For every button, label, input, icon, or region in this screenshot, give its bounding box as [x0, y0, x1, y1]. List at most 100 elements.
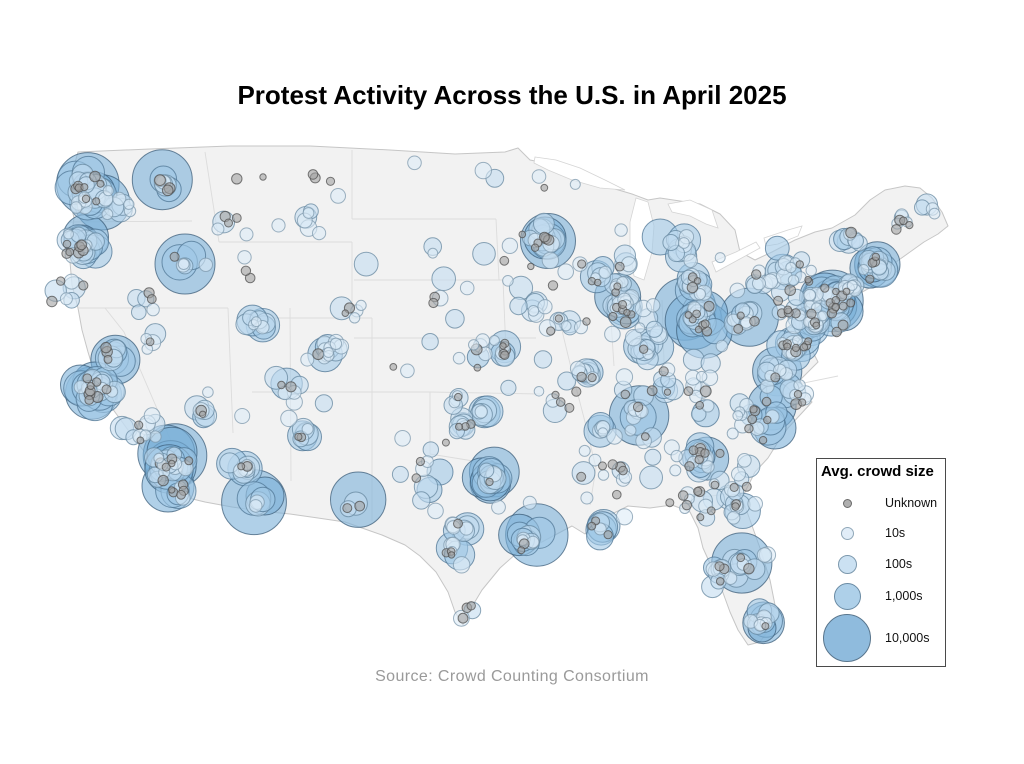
protest-bubble [695, 400, 705, 410]
protest-bubble [706, 506, 716, 516]
protest-bubble [806, 308, 817, 319]
protest-bubble [101, 384, 112, 395]
protest-bubble [539, 231, 550, 243]
legend-label: 100s [885, 557, 913, 571]
protest-bubble [500, 350, 510, 360]
state-border [104, 307, 125, 333]
protest-bubble [557, 263, 575, 281]
protest-bubble [715, 448, 725, 458]
protest-bubble [280, 409, 298, 428]
protest-bubble [699, 385, 712, 398]
protest-bubble [123, 198, 135, 210]
protest-bubble [694, 325, 703, 334]
protest-bubble [353, 251, 379, 277]
protest-bubble [145, 337, 155, 347]
protest-bubble [312, 226, 327, 241]
protest-bubble [312, 348, 325, 361]
protest-bubble [845, 226, 857, 239]
protest-bubble [783, 305, 793, 315]
protest-bubble [500, 379, 517, 396]
protest-bubble [96, 179, 105, 188]
protest-bubble [693, 486, 703, 496]
protest-bubble [354, 500, 366, 512]
protest-bubble [787, 274, 800, 286]
protest-bubble [576, 471, 587, 482]
protest-bubble [658, 366, 669, 377]
protest-bubble [237, 462, 246, 471]
protest-bubble [452, 556, 471, 574]
protest-bubble [329, 337, 343, 350]
protest-bubble [606, 428, 623, 445]
protest-bubble [143, 407, 161, 425]
protest-bubble [453, 518, 463, 529]
protest-bubble [646, 385, 658, 397]
protest-bubble [501, 237, 519, 255]
protest-bubble [726, 313, 740, 327]
protest-bubble [237, 250, 252, 265]
legend-title: Avg. crowd size [821, 463, 934, 480]
protest-bubble [729, 282, 746, 299]
protest-bubble [522, 495, 537, 510]
protest-bubble [307, 169, 319, 180]
protest-bubble [678, 237, 690, 249]
protest-bubble [457, 612, 469, 624]
protest-bubble [614, 261, 625, 272]
protest-bubble [773, 295, 784, 306]
protest-bubble [517, 546, 526, 555]
protest-bubble [729, 482, 739, 492]
protest-bubble [764, 235, 790, 261]
protest-bubble [537, 299, 553, 315]
protest-bubble [620, 389, 631, 400]
protest-bubble [751, 269, 762, 280]
protest-bubble [804, 337, 813, 346]
protest-bubble [770, 372, 781, 383]
protest-bubble [76, 239, 87, 251]
protest-bubble [330, 188, 347, 204]
bubble-layer [44, 149, 941, 645]
protest-bubble [445, 309, 465, 329]
protest-bubble [792, 334, 803, 346]
great-lake [711, 241, 761, 273]
protest-bubble [400, 363, 415, 379]
protest-bubble [795, 260, 804, 269]
protest-bubble [805, 264, 817, 277]
protest-bubble [761, 396, 772, 407]
protest-bubble [700, 319, 710, 329]
protest-bubble [571, 386, 582, 397]
protest-bubble [472, 242, 496, 266]
protest-bubble [793, 390, 803, 399]
legend-circle-100s [837, 554, 857, 574]
state-border [429, 391, 541, 395]
protest-bubble [134, 420, 144, 430]
protest-bubble [211, 222, 225, 236]
protest-bubble [533, 386, 545, 397]
great-lake [533, 156, 626, 191]
protest-bubble [411, 473, 422, 483]
protest-bubble [161, 462, 171, 472]
protest-bubble [831, 302, 840, 312]
great-lake [667, 199, 719, 229]
protest-bubble [59, 292, 73, 306]
protest-bubble [323, 346, 334, 358]
protest-bubble [459, 521, 474, 536]
protest-bubble [703, 300, 715, 312]
protest-bubble [551, 390, 560, 399]
protest-bubble [239, 227, 254, 242]
protest-bubble [588, 453, 602, 467]
protest-bubble [63, 228, 74, 240]
protest-bubble [615, 508, 634, 526]
protest-bubble [231, 173, 243, 185]
protest-bubble [428, 297, 439, 309]
page-title: Protest Activity Across the U.S. in Apri… [237, 80, 787, 110]
protest-bubble [817, 310, 828, 322]
protest-bubble [597, 427, 609, 438]
protest-bubble [82, 373, 93, 384]
protest-bubble [100, 341, 112, 354]
protest-bubble [560, 320, 572, 332]
protest-bubble [69, 201, 83, 214]
protest-bubble [832, 287, 840, 296]
protest-bubble [157, 474, 169, 487]
protest-bubble [597, 469, 610, 481]
protest-bubble [714, 252, 726, 264]
protest-bubble [546, 326, 556, 336]
